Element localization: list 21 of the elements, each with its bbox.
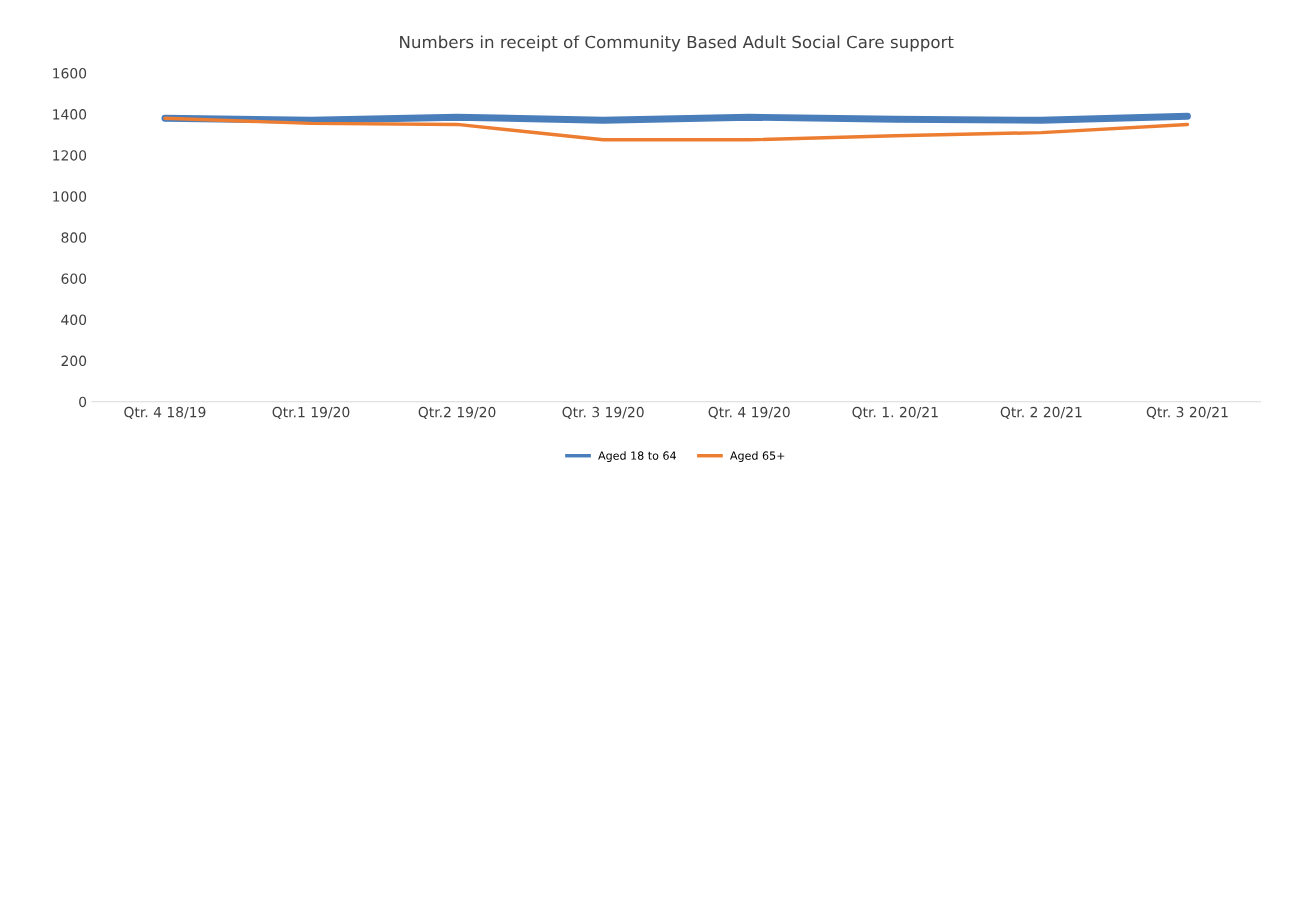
y-tick-label: 0 — [79, 396, 87, 408]
x-tick-label: Qtr. 3 19/20 — [562, 406, 644, 419]
y-tick-label: 1400 — [53, 109, 87, 120]
legend-label: Aged 18 to 64 — [598, 451, 676, 462]
y-tick-label: 400 — [61, 314, 87, 326]
y-tick-label: 1600 — [53, 68, 87, 79]
line-series — [163, 116, 1190, 142]
x-tick-label: Qtr. 1. 20/21 — [852, 406, 938, 419]
x-tick-label: Qtr. 4 18/19 — [124, 406, 206, 419]
legend-label: Aged 65+ — [730, 451, 785, 462]
x-tick-label: Qtr. 3 20/21 — [1146, 406, 1228, 419]
x-tick-label: Qtr.1 19/20 — [272, 406, 350, 419]
y-tick-label: 200 — [61, 355, 87, 367]
chart-title: Numbers in receipt of Community Based Adult Social Care support — [400, 35, 954, 52]
x-tick-label: Qtr.2 19/20 — [418, 406, 496, 419]
y-tick-label: 800 — [61, 232, 87, 243]
y-tick-label: 1200 — [53, 150, 87, 161]
x-tick-label: Qtr. 2 20/21 — [1000, 406, 1082, 419]
y-tick-label: 600 — [61, 273, 87, 284]
x-tick-label: Qtr. 4 19/20 — [708, 406, 790, 419]
y-tick-label: 1000 — [53, 191, 87, 202]
